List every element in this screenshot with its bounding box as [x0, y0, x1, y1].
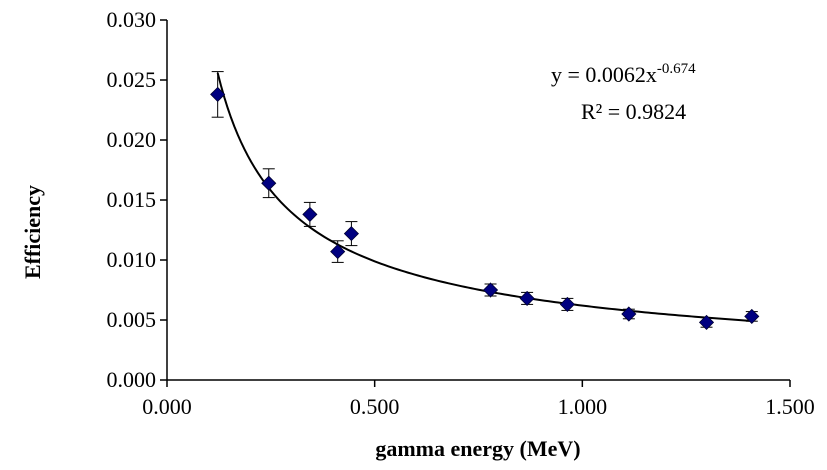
x-tick-label: 1.500 [765, 394, 815, 419]
y-axis-ticks: 0.000 0.005 0.010 0.015 0.020 0.025 0.030 [107, 7, 167, 392]
y-tick-label: 0.010 [107, 247, 157, 272]
y-tick-label: 0.020 [107, 127, 157, 152]
data-point [519, 290, 535, 306]
data-point [302, 206, 318, 222]
y-tick-label: 0.030 [107, 7, 157, 32]
data-point [343, 226, 359, 242]
y-axis-title: Efficiency [20, 185, 45, 279]
data-point [482, 282, 499, 298]
data-points [210, 86, 760, 330]
data-point [621, 306, 637, 322]
data-point [698, 314, 715, 330]
y-tick-label: 0.005 [107, 307, 157, 332]
x-tick-label: 0.500 [350, 394, 400, 419]
y-tick-label: 0.025 [107, 67, 157, 92]
x-tick-label: 0.000 [142, 394, 192, 419]
data-point [261, 175, 277, 191]
x-tick-label: 1.000 [558, 394, 608, 419]
y-tick-label: 0.000 [107, 367, 157, 392]
data-point [744, 308, 760, 324]
r-squared-label: R² = 0.9824 [581, 99, 686, 124]
y-tick-label: 0.015 [107, 187, 157, 212]
x-axis-ticks: 0.000 0.500 1.000 1.500 [142, 380, 815, 419]
data-point [559, 296, 575, 312]
x-axis-title: gamma energy (MeV) [375, 436, 580, 461]
trendline-equation: y = 0.0062x-0.674 [551, 61, 696, 87]
data-point [210, 86, 226, 102]
data-point [330, 244, 346, 260]
